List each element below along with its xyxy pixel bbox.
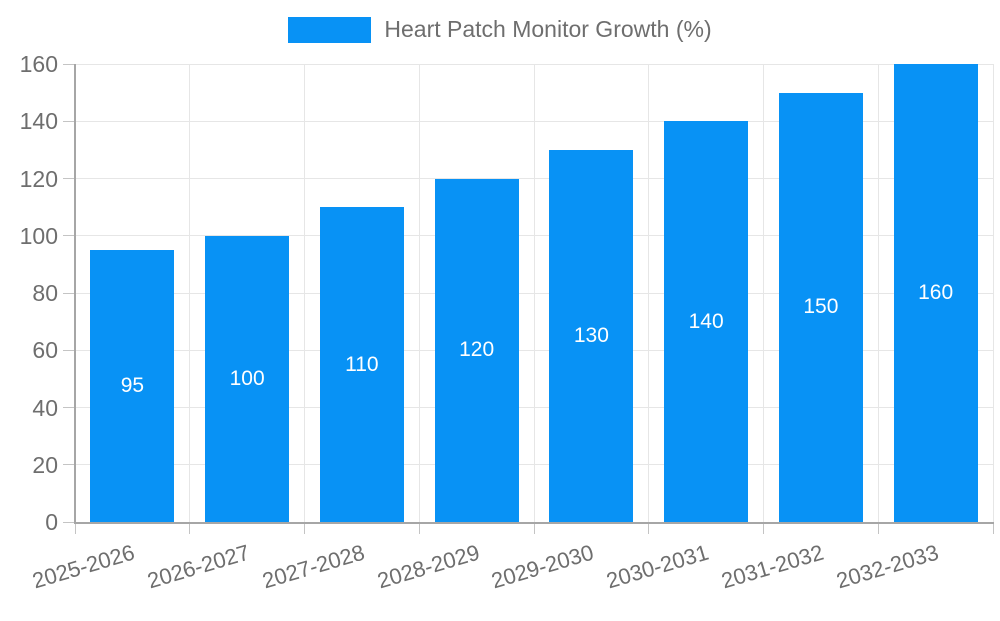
x-axis-tick (533, 522, 535, 534)
gridline-vertical (648, 64, 650, 522)
y-tick-label: 160 (19, 51, 58, 77)
y-tick-label: 140 (19, 108, 58, 135)
plot-area: 0 20 40 60 80 100 120 140 160 95 2025-2026 100 2026-… (19, 51, 994, 593)
y-tick-label: 20 (32, 451, 58, 478)
x-axis-tick (74, 522, 76, 534)
bar-value-label: 160 (918, 281, 954, 304)
bar-value-label: 140 (688, 309, 724, 333)
y-axis-tick (63, 407, 75, 408)
legend-swatch (288, 16, 372, 43)
y-axis-tick (63, 120, 75, 122)
legend-label: Heart Patch Monitor Growth (%) (384, 16, 712, 42)
bar-2027-2028[interactable] (319, 207, 404, 522)
y-axis-line (74, 64, 76, 522)
y-tick-label: 40 (32, 394, 58, 421)
y-tick-label: 120 (19, 165, 58, 192)
bar-value-label: 95 (120, 374, 145, 398)
bar-2028-2029[interactable] (434, 178, 519, 522)
y-tick-label: 0 (45, 509, 58, 535)
x-axis-tick (189, 522, 191, 534)
gridline-vertical (189, 64, 191, 522)
y-axis-tick (63, 521, 75, 523)
gridline-vertical (533, 64, 535, 522)
gridline-vertical (304, 64, 305, 522)
bar-value-label: 120 (459, 338, 495, 362)
y-axis-tick (63, 464, 75, 466)
y-axis-tick (63, 349, 75, 351)
x-axis-tick (304, 522, 305, 534)
bar-value-label: 150 (803, 295, 839, 319)
x-axis-line (74, 522, 994, 524)
y-axis-tick (63, 178, 75, 179)
y-tick-label: 60 (32, 337, 58, 364)
bar-2031-2032[interactable] (778, 92, 863, 522)
y-tick-label: 100 (19, 222, 58, 249)
x-axis-tick (418, 522, 420, 534)
gridline-vertical (877, 64, 879, 522)
bar-2029-2030[interactable] (549, 149, 634, 522)
y-axis-tick (63, 63, 75, 65)
bar-value-label: 130 (573, 323, 609, 347)
bar-2025-2026[interactable] (90, 250, 175, 522)
gridline-vertical (992, 64, 994, 522)
gridline-vertical (418, 64, 420, 522)
bar-2030-2031[interactable] (664, 121, 749, 522)
x-axis-tick (763, 522, 764, 534)
gridline-vertical (763, 64, 764, 522)
bar-value-label: 110 (345, 352, 379, 376)
chart-legend[interactable]: Heart Patch Monitor Growth (%) (0, 16, 1000, 43)
bar-value-label: 100 (229, 366, 265, 390)
y-tick-label: 80 (32, 280, 58, 306)
y-axis-tick (63, 292, 75, 294)
x-axis-tick (992, 522, 994, 534)
x-axis-tick (648, 522, 650, 534)
y-axis-tick (63, 235, 75, 237)
bar-2032-2033[interactable] (893, 64, 978, 522)
x-axis-tick (877, 522, 879, 534)
bar-2026-2027[interactable] (205, 235, 290, 522)
